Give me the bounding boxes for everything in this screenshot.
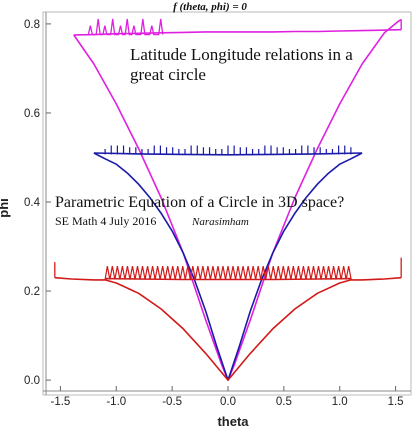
annotation-date: SE Math 4 July 2016 bbox=[55, 214, 156, 228]
series-line-magenta-1 bbox=[73, 28, 402, 36]
magenta-spikes bbox=[73, 18, 164, 36]
x-tick-label: -1.0 bbox=[106, 396, 126, 408]
series-line-magenta-0 bbox=[73, 18, 402, 381]
red-sawtooth bbox=[104, 266, 352, 280]
series-line-red-5 bbox=[105, 277, 351, 281]
y-tick-label: 0.0 bbox=[24, 375, 40, 387]
y-axis-title: phi bbox=[0, 198, 11, 218]
y-tick-label: 0.8 bbox=[24, 19, 40, 31]
y-tick-label: 0.4 bbox=[24, 197, 41, 209]
x-tick-label: 1.0 bbox=[332, 396, 348, 408]
chart-title: f (theta, phi) = 0 bbox=[173, 1, 247, 13]
y-tick-label: 0.2 bbox=[24, 286, 40, 298]
x-axis-title: theta bbox=[217, 414, 249, 429]
y-tick-label: 0.6 bbox=[24, 108, 40, 120]
series-line-red-4 bbox=[54, 276, 402, 381]
x-tick-label: 0.5 bbox=[276, 396, 292, 408]
x-tick-label: -1.5 bbox=[50, 396, 70, 408]
blue-spikes bbox=[104, 145, 352, 155]
sawtooth-decorations bbox=[54, 18, 402, 280]
annotation-title-line1: Latitude Longitude relations in a bbox=[130, 45, 353, 64]
x-tick-label: 1.5 bbox=[388, 396, 404, 408]
plot-frame bbox=[42, 11, 412, 396]
x-tick-label: 0.0 bbox=[220, 396, 236, 408]
annotation-author: Narasimham bbox=[191, 216, 249, 228]
series-line-blue-3 bbox=[93, 152, 363, 156]
axis-ticks: -1.5 -1.0 -0.5 0.0 0.5 1.0 1.5 0.0 0.2 0.4 0.6 0.8 bbox=[24, 19, 404, 408]
data-series bbox=[54, 18, 402, 381]
annotation-question: Parametric Equation of a Circle in 3D sp… bbox=[55, 194, 344, 211]
x-tick-label: -0.5 bbox=[162, 396, 182, 408]
annotation-title-line2: great circle bbox=[130, 65, 206, 84]
